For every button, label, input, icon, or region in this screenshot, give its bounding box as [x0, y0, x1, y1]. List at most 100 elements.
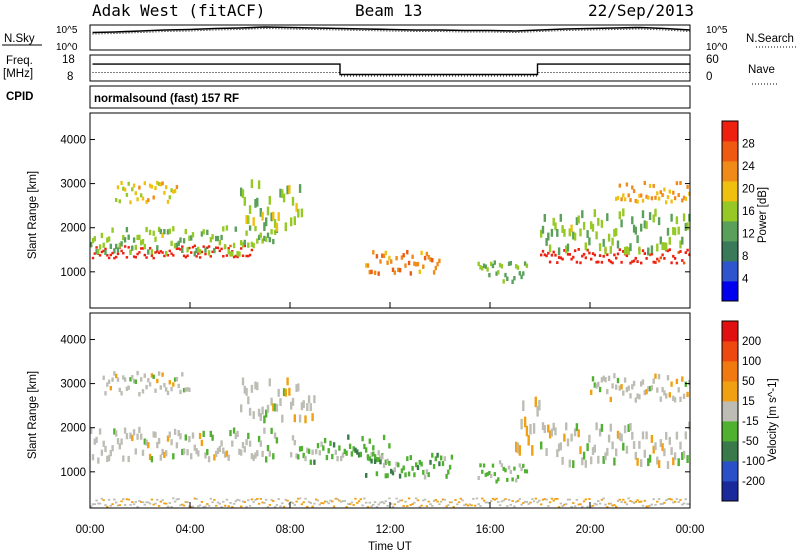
heat-cell [107, 455, 111, 462]
heat-cell [170, 439, 173, 446]
heat-cell [681, 198, 684, 203]
heat-cell [381, 253, 384, 258]
heat-cell [641, 504, 645, 507]
heat-cell [286, 185, 289, 195]
heat-cell [445, 473, 448, 479]
heat-cell [215, 246, 218, 249]
heat-cell [91, 237, 95, 244]
heat-cell [611, 237, 614, 246]
heat-cell [215, 450, 218, 457]
heat-cell [409, 271, 412, 276]
heat-cell [640, 223, 643, 232]
heat-cell [670, 213, 673, 222]
heat-cell [638, 440, 641, 449]
heat-cell [240, 187, 243, 197]
heat-cell [172, 226, 175, 232]
heat-cell [434, 456, 437, 462]
heat-cell [470, 504, 473, 507]
colorbar-tick-label: 200 [742, 336, 761, 348]
heat-cell [138, 234, 141, 240]
heat-cell [407, 260, 411, 266]
heat-cell [645, 257, 648, 260]
heat-cell [134, 244, 137, 251]
heat-cell [232, 255, 236, 259]
heat-cell [259, 208, 262, 217]
heat-cell [620, 501, 623, 503]
heat-cell [629, 261, 632, 265]
heat-cell [272, 403, 275, 412]
heat-cell [259, 497, 262, 500]
heat-cell [313, 459, 316, 465]
heat-cell [115, 373, 118, 379]
heat-cell [173, 243, 177, 249]
heat-cell [373, 501, 377, 503]
heat-cell [654, 373, 657, 379]
heat-cell [145, 199, 148, 204]
heat-cell [479, 463, 482, 468]
heat-cell [606, 253, 609, 257]
heat-cell [265, 217, 268, 227]
heat-cell [161, 232, 164, 238]
heat-cell [609, 246, 612, 254]
heat-cell [175, 242, 179, 248]
heat-cell [677, 226, 680, 235]
heat-cell [240, 505, 243, 508]
heat-cell [300, 445, 304, 452]
heat-cell [234, 500, 237, 503]
heat-cell [370, 452, 373, 458]
heat-cell [218, 240, 221, 246]
heat-cell [640, 500, 643, 503]
heat-cell [127, 455, 130, 463]
heat-cell [175, 247, 179, 250]
heat-cell [486, 472, 489, 477]
heat-cell [279, 188, 282, 198]
heat-cell [629, 393, 632, 399]
heat-cell [234, 254, 237, 258]
heat-cell [318, 450, 321, 456]
heat-cell [150, 498, 154, 501]
heat-cell [661, 443, 664, 452]
heat-cell [484, 472, 487, 477]
heat-cell [625, 445, 629, 454]
heat-cell [300, 208, 304, 218]
heat-cell [568, 253, 571, 256]
heat-cell [579, 228, 582, 237]
heat-cell [241, 500, 245, 503]
heat-cell [91, 454, 95, 461]
heat-cell [566, 438, 570, 447]
heat-cell [554, 222, 557, 231]
heat-cell [420, 461, 423, 467]
heat-cell [243, 385, 246, 394]
heat-cell [409, 455, 412, 460]
heat-cell [534, 396, 537, 408]
heat-cell [152, 503, 155, 506]
heat-cell [331, 500, 334, 503]
heat-cell [207, 504, 211, 507]
heat-cell [261, 450, 264, 457]
heat-cell [91, 256, 95, 260]
heat-cell [188, 505, 191, 508]
noise-trace-1 [92, 26, 691, 34]
heat-cell [559, 213, 562, 222]
heat-cell [265, 409, 268, 418]
heat-cell [286, 377, 289, 386]
colorbar-tick-label: 28 [742, 139, 755, 151]
heat-cell [375, 254, 379, 259]
heat-cell [515, 500, 518, 503]
heat-cell [686, 455, 689, 463]
heat-cell [648, 183, 652, 188]
heat-cell [584, 242, 587, 251]
heat-cell [170, 252, 173, 255]
heat-cell [416, 499, 420, 502]
heat-cell [615, 505, 618, 508]
heat-cell [668, 436, 671, 445]
heat-cell [682, 450, 686, 459]
heat-cell [504, 468, 507, 473]
heat-cell [581, 505, 584, 508]
heat-cell [143, 181, 146, 186]
heat-cell [602, 375, 605, 381]
heat-cell [672, 501, 675, 504]
heat-cell [600, 219, 604, 228]
heat-cell [218, 445, 221, 453]
heat-cell [431, 258, 434, 263]
